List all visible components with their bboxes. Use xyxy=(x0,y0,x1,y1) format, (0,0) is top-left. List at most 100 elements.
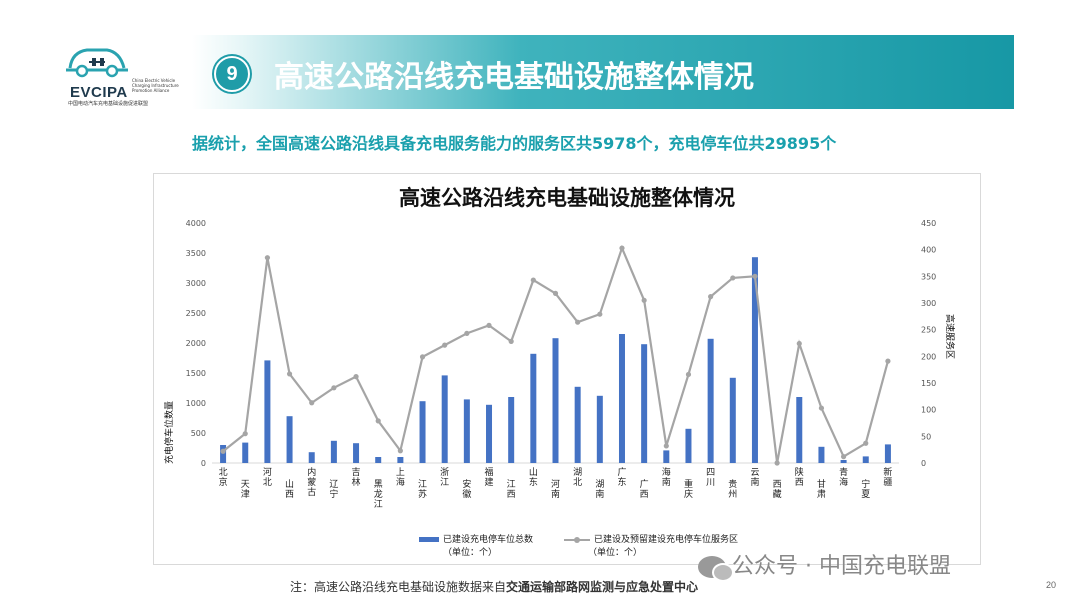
line-point xyxy=(597,311,603,317)
x-tick-char: 北 xyxy=(219,467,228,478)
line-point xyxy=(353,374,359,380)
y-tick-label-left: 0 xyxy=(201,459,206,468)
x-tick-char: 川 xyxy=(706,478,715,488)
line-point xyxy=(397,448,403,454)
x-tick-char: 南 xyxy=(551,488,560,500)
y-tick-label-left: 1000 xyxy=(186,399,206,408)
y-tick-label-left: 2500 xyxy=(186,309,206,318)
x-tick-char: 吉 xyxy=(352,467,361,478)
x-tick-label: 重庆 xyxy=(684,478,693,500)
line-point xyxy=(442,342,448,348)
x-tick-char: 疆 xyxy=(883,477,892,488)
bar xyxy=(641,344,648,463)
bar xyxy=(818,446,825,463)
x-tick-char: 四 xyxy=(706,468,715,478)
line-point xyxy=(818,405,825,411)
line-point xyxy=(885,358,891,364)
line-point xyxy=(331,385,337,391)
line-point xyxy=(863,440,869,446)
line-point xyxy=(663,443,669,449)
x-tick-char: 黑 xyxy=(374,479,383,490)
x-tick-label: 贵州 xyxy=(728,478,737,500)
line-point xyxy=(685,371,692,378)
x-tick-label: 云南 xyxy=(750,468,759,488)
x-tick-char: 山 xyxy=(529,467,538,478)
x-tick-label: 宁夏 xyxy=(861,478,870,500)
x-tick-label: 江西 xyxy=(507,479,516,500)
x-tick-char: 京 xyxy=(219,476,228,488)
page-title: 高速公路沿线充电基础设施整体情况 xyxy=(274,60,754,95)
line-point xyxy=(530,277,536,283)
bar xyxy=(330,440,337,463)
y-tick-label-right: 50 xyxy=(921,432,931,441)
y-tick-label-right: 400 xyxy=(921,246,936,255)
y-axis-label-right: 高速服务区 xyxy=(944,314,954,360)
section-banner: 9 高速公路沿线充电基础设施整体情况 xyxy=(192,35,1014,109)
x-tick-label: 海南 xyxy=(662,466,671,488)
x-tick-char: 北 xyxy=(573,477,582,488)
x-tick-char: 徽 xyxy=(462,488,471,500)
x-tick-label: 福建 xyxy=(485,466,494,488)
legend-line-unit: （单位：个） xyxy=(588,548,643,558)
bar xyxy=(707,338,714,463)
logo-name: EVCIPA xyxy=(70,84,128,101)
x-tick-label: 山西 xyxy=(285,479,294,500)
x-tick-char: 蒙 xyxy=(307,476,316,488)
x-tick-label: 广东 xyxy=(617,466,626,488)
x-tick-char: 湖 xyxy=(595,479,604,490)
x-tick-char: 北 xyxy=(263,477,272,488)
bar xyxy=(508,397,515,463)
x-tick-char: 南 xyxy=(662,476,671,488)
x-tick-char: 江 xyxy=(440,477,449,488)
x-tick-label: 湖北 xyxy=(573,467,582,488)
bar xyxy=(751,257,758,463)
x-tick-char: 海 xyxy=(839,476,848,488)
bar xyxy=(884,444,891,463)
x-tick-char: 上 xyxy=(396,467,405,478)
chart-title: 高速公路沿线充电基础设施整体情况 xyxy=(399,185,735,210)
x-tick-label: 新疆 xyxy=(883,466,892,488)
line-point xyxy=(840,454,847,460)
x-tick-char: 东 xyxy=(529,476,538,488)
x-tick-label: 黑龙江 xyxy=(374,479,383,510)
x-tick-char: 南 xyxy=(750,476,759,488)
x-tick-label: 浙江 xyxy=(440,466,449,488)
bar xyxy=(552,338,559,463)
bar xyxy=(840,460,847,463)
y-tick-label-right: 100 xyxy=(921,406,936,415)
line-point xyxy=(419,354,426,360)
x-tick-label: 天津 xyxy=(241,480,250,500)
summary-text: 据统计，全国高速公路沿线具备充电服务能力的服务区共5978个，充电停车位共298… xyxy=(192,134,837,153)
line-point xyxy=(796,340,802,347)
bar xyxy=(530,353,537,463)
y-tick-label-right: 150 xyxy=(921,379,936,388)
x-tick-label: 山东 xyxy=(529,467,538,488)
y-axis-label-left: 充电停车位数量 xyxy=(165,400,175,464)
x-tick-char: 青 xyxy=(839,466,848,478)
page-number: 20 xyxy=(1046,580,1057,590)
y-tick-label-right: 450 xyxy=(921,219,936,228)
x-tick-char: 广 xyxy=(617,466,626,478)
bar xyxy=(486,404,493,463)
x-tick-char: 福 xyxy=(485,466,494,478)
wechat-icon xyxy=(698,556,734,582)
y-tick-label-left: 4000 xyxy=(186,219,206,228)
y-tick-label-right: 200 xyxy=(921,352,936,361)
x-tick-char: 古 xyxy=(307,486,316,498)
line-point xyxy=(552,290,559,296)
line-point xyxy=(508,338,514,344)
x-tick-char: 辽 xyxy=(329,479,338,490)
section-number-badge: 9 xyxy=(214,56,250,92)
bar xyxy=(463,399,470,463)
bar xyxy=(796,397,803,463)
x-tick-label: 广西 xyxy=(640,478,649,500)
x-tick-char: 河 xyxy=(263,466,272,478)
line-point xyxy=(464,330,470,336)
x-tick-char: 西 xyxy=(640,489,649,500)
x-tick-char: 宁 xyxy=(861,478,870,490)
x-tick-label: 江苏 xyxy=(418,479,427,500)
y-tick-label-right: 250 xyxy=(921,326,936,335)
legend-bar-swatch xyxy=(419,537,439,542)
legend-line-label: 已建设及预留建设充电停车位服务区 xyxy=(594,535,739,545)
bar xyxy=(685,428,692,463)
